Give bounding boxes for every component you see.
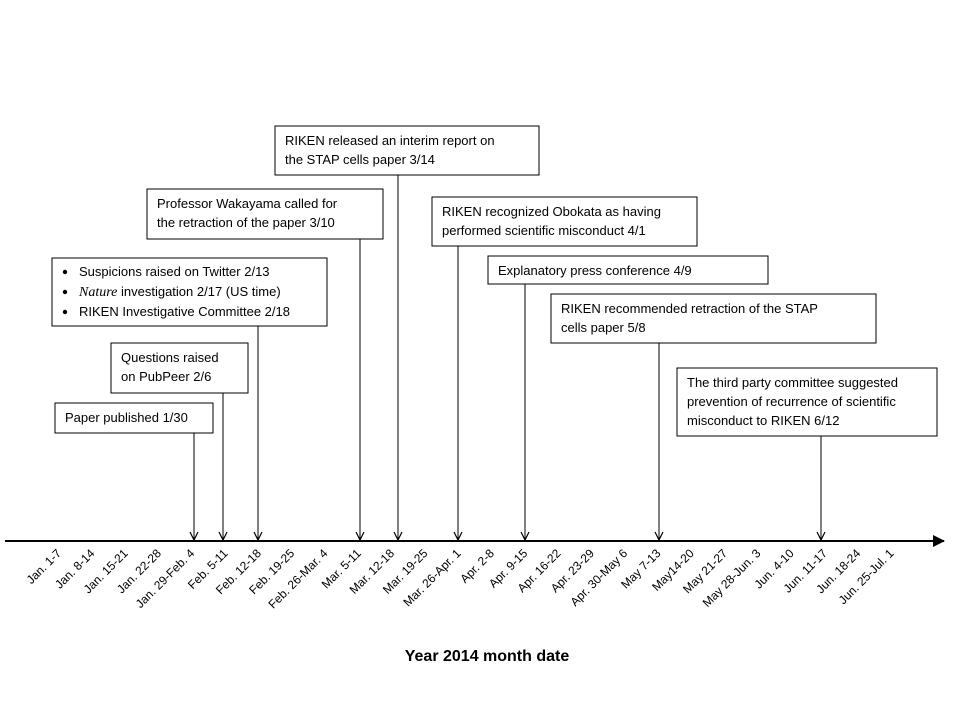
event-text: Questions raised <box>121 350 219 365</box>
event-text: prevention of recurrence of scientific <box>687 394 896 409</box>
event-text: Explanatory press conference 4/9 <box>498 263 692 278</box>
event-text: Professor Wakayama called for <box>157 196 338 211</box>
event-text: RIKEN Investigative Committee 2/18 <box>79 304 290 319</box>
bullet <box>62 269 68 275</box>
axis-title: Year 2014 month date <box>405 648 570 665</box>
event-text: misconduct to RIKEN 6/12 <box>687 413 839 428</box>
event-text: cells paper 5/8 <box>561 320 646 335</box>
event-text: RIKEN recognized Obokata as having <box>442 204 661 219</box>
event-box <box>487 255 769 285</box>
event-box <box>550 293 877 344</box>
event-text: The third party committee suggested <box>687 375 898 390</box>
event-text: Paper published 1/30 <box>65 410 188 425</box>
bullet <box>62 289 68 295</box>
event-text: RIKEN recommended retraction of the STAP <box>561 301 818 316</box>
event-text: Nature investigation 2/17 (US time) <box>78 284 281 300</box>
event-text-part: investigation 2/17 (US time) <box>117 284 280 299</box>
event-box <box>676 367 938 437</box>
event-text: the retraction of the paper 3/10 <box>157 215 335 230</box>
bullet <box>62 309 68 315</box>
event-box <box>146 188 384 240</box>
event-text: on PubPeer 2/6 <box>121 369 211 384</box>
event-box <box>51 257 328 327</box>
event-box <box>54 402 214 434</box>
event-box <box>110 342 249 394</box>
event-text: performed scientific misconduct 4/1 <box>442 223 646 238</box>
event-box <box>274 125 540 176</box>
event-text: RIKEN released an interim report on <box>285 133 495 148</box>
event-box <box>431 196 698 247</box>
event-text: Suspicions raised on Twitter 2/13 <box>79 264 270 279</box>
emphasis: Nature <box>78 285 117 300</box>
event-text: the STAP cells paper 3/14 <box>285 152 435 167</box>
